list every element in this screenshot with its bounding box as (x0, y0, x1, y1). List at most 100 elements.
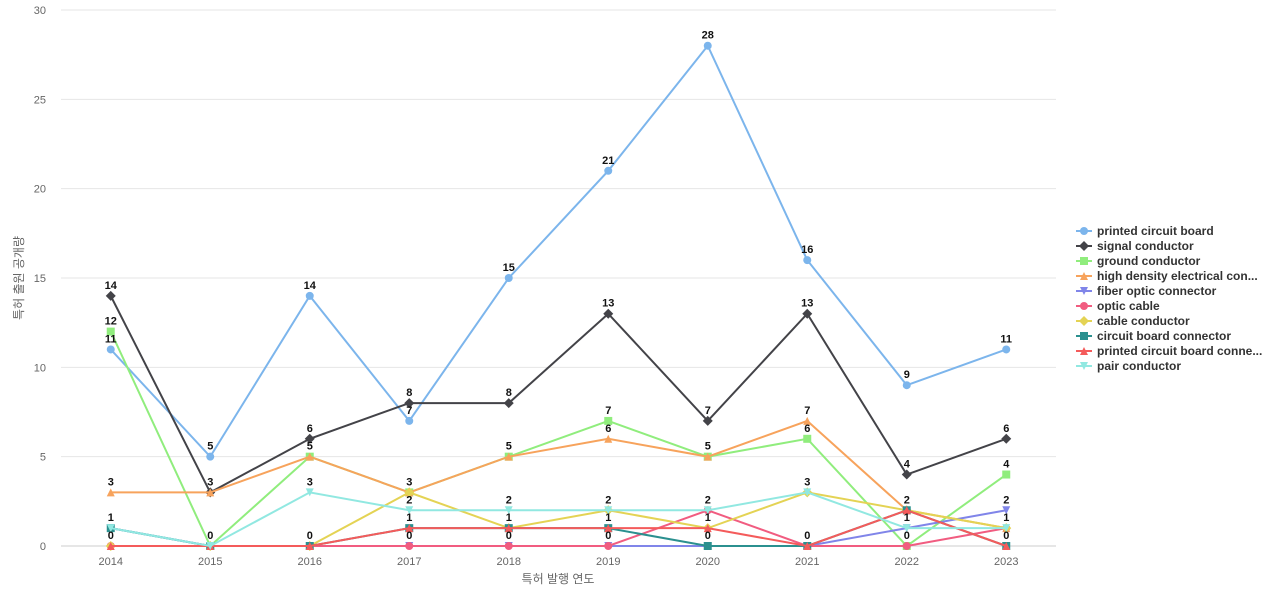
data-point (1002, 542, 1011, 550)
data-point (106, 524, 115, 533)
data-label: 2 (705, 494, 711, 506)
legend-marker (1080, 257, 1088, 265)
data-label: 13 (801, 298, 813, 310)
gridlines (61, 9, 1056, 547)
data-label: 7 (804, 405, 810, 417)
x-tick-label: 2016 (298, 556, 322, 568)
legend-label: cable conductor (1097, 314, 1190, 328)
data-label: 1 (705, 512, 711, 524)
legend-marker (1080, 347, 1088, 355)
data-label: 3 (406, 476, 412, 488)
data-point (703, 524, 712, 533)
legend-marker (1080, 227, 1088, 235)
data-label: 14 (105, 280, 118, 292)
x-tick-label: 2023 (994, 556, 1018, 568)
x-tick-label: 2017 (397, 556, 421, 568)
legend-item[interactable]: ground conductor (1076, 254, 1201, 268)
data-point (206, 488, 215, 497)
y-tick-label: 10 (34, 362, 46, 374)
legend-marker (1080, 287, 1088, 295)
legend-label: ground conductor (1097, 254, 1201, 268)
legend-item[interactable]: pair conductor (1076, 359, 1181, 373)
legend-item[interactable]: optic cable (1076, 299, 1160, 313)
legend-item[interactable]: circuit board connector (1076, 329, 1231, 343)
legend-item[interactable]: printed circuit board conne... (1076, 344, 1262, 358)
series-signal-conductor (105, 290, 1012, 498)
data-point (1002, 506, 1011, 515)
legend-item[interactable]: high density electrical con... (1076, 269, 1258, 283)
data-label: 2 (904, 494, 910, 506)
x-axis-title: 특허 발행 연도 (522, 571, 595, 586)
data-point (604, 166, 613, 175)
data-label: 12 (105, 316, 117, 328)
legend-label: signal conductor (1097, 239, 1194, 253)
data-point (901, 469, 912, 480)
y-tick-label: 20 (34, 184, 46, 196)
legend-marker (1080, 272, 1088, 280)
x-tick-label: 2022 (895, 556, 919, 568)
series-line (110, 491, 1007, 547)
data-point (703, 452, 712, 461)
data-label: 0 (207, 530, 213, 542)
legend-label: optic cable (1097, 299, 1160, 313)
legend-marker (1080, 332, 1088, 340)
data-label: 5 (207, 441, 213, 453)
legend-item[interactable]: signal conductor (1076, 239, 1194, 253)
data-point (105, 290, 116, 301)
data-point (902, 381, 911, 390)
data-point (206, 542, 215, 550)
data-label: 16 (801, 244, 813, 256)
data-point (803, 434, 812, 443)
data-point (1002, 524, 1011, 533)
data-point (404, 398, 415, 409)
data-point (603, 308, 614, 319)
x-tick-label: 2021 (795, 556, 819, 568)
data-point (305, 542, 314, 550)
legend-item[interactable]: fiber optic connector (1076, 284, 1217, 298)
legend-item[interactable]: printed circuit board (1076, 224, 1214, 238)
x-tick-label: 2019 (596, 556, 620, 568)
data-label: 3 (108, 476, 114, 488)
x-tick-label: 2015 (198, 556, 222, 568)
data-label: 1 (506, 512, 512, 524)
data-point (504, 506, 513, 515)
data-point (803, 488, 812, 497)
legend-marker (1080, 302, 1088, 310)
y-tick-label: 15 (34, 273, 46, 285)
legend-item[interactable]: cable conductor (1076, 314, 1190, 328)
series-line (109, 331, 1007, 548)
data-label: 3 (307, 476, 313, 488)
data-label: 1 (904, 512, 910, 524)
data-label: 8 (406, 387, 412, 399)
y-tick-label: 5 (40, 452, 46, 464)
legend-marker (1079, 241, 1089, 251)
data-label: 2 (406, 494, 412, 506)
data-label: 6 (1003, 423, 1009, 435)
data-label: 13 (602, 298, 614, 310)
data-label: 11 (1000, 333, 1012, 345)
data-label: 8 (506, 387, 512, 399)
data-point (106, 542, 115, 550)
data-point (703, 41, 712, 50)
data-point (405, 524, 414, 533)
data-point (803, 542, 812, 550)
data-label: 6 (605, 423, 611, 435)
data-label: 1 (108, 512, 114, 524)
data-point (703, 506, 712, 515)
data-label: 6 (804, 423, 810, 435)
data-point (404, 487, 415, 498)
data-point (802, 308, 813, 319)
data-point (305, 291, 314, 300)
data-label: 0 (804, 530, 810, 542)
data-label: 5 (506, 441, 512, 453)
data-point (604, 524, 613, 533)
series-line (110, 419, 1007, 530)
series-line (109, 295, 1007, 494)
data-label: 14 (304, 280, 317, 292)
data-point (304, 433, 315, 444)
data-labels: 0131112140350356140123780125815012671321… (105, 30, 1012, 542)
data-label: 4 (1003, 459, 1010, 471)
y-axis-title: 특허 출원 공개량 (12, 236, 26, 320)
